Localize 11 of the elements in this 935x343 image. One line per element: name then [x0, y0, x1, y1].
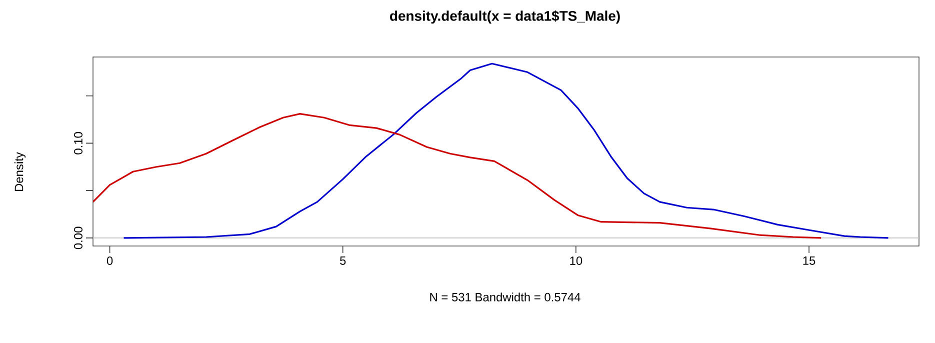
chart-title: density.default(x = data1$TS_Male)	[390, 10, 620, 24]
y-tick-label: 0.00	[74, 226, 82, 250]
x-axis-title: N = 531 Bandwidth = 0.5744	[430, 292, 580, 302]
x-tick-label: 10	[570, 256, 582, 265]
x-tick-label: 5	[340, 256, 346, 265]
line-series	[122, 62, 890, 239]
y-tick-label: 0.10	[74, 132, 82, 154]
line-series	[93, 113, 822, 239]
x-tick-label: 0	[106, 256, 113, 265]
y-axis-title: Density	[14, 152, 26, 191]
x-tick-label: 15	[803, 256, 816, 265]
